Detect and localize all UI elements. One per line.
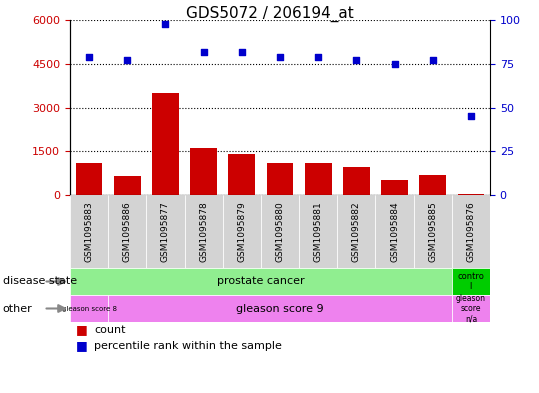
Point (199, 48, 208, 55)
Text: GSM1095881: GSM1095881 (314, 201, 323, 262)
Bar (458, 194, 484, 195)
FancyBboxPatch shape (70, 295, 108, 322)
Text: GSM1095882: GSM1095882 (352, 201, 361, 262)
Text: gleason score 9: gleason score 9 (236, 303, 324, 314)
Text: percentile rank within the sample: percentile rank within the sample (94, 341, 282, 351)
Text: GSM1095877: GSM1095877 (161, 201, 170, 262)
FancyBboxPatch shape (223, 195, 261, 268)
Point (429, 57, 437, 63)
Bar (152, 93, 179, 195)
Point (123, 57, 132, 63)
FancyBboxPatch shape (184, 195, 223, 268)
Bar (114, 176, 141, 195)
Text: GSM1095883: GSM1095883 (85, 201, 94, 262)
Text: GSM1095878: GSM1095878 (199, 201, 208, 262)
Bar (343, 167, 370, 195)
Text: gleason score 8: gleason score 8 (61, 305, 116, 312)
Text: gleason
score
n/a: gleason score n/a (456, 294, 486, 323)
FancyBboxPatch shape (452, 295, 490, 322)
FancyBboxPatch shape (413, 195, 452, 268)
Point (314, 53, 322, 60)
FancyBboxPatch shape (70, 195, 108, 268)
FancyBboxPatch shape (108, 195, 147, 268)
FancyBboxPatch shape (376, 195, 413, 268)
Text: GDS5072 / 206194_at: GDS5072 / 206194_at (185, 6, 354, 22)
FancyBboxPatch shape (70, 268, 452, 295)
Point (467, 113, 475, 119)
Text: GSM1095879: GSM1095879 (237, 201, 246, 262)
Point (390, 61, 399, 67)
Bar (267, 163, 293, 195)
Point (85, 53, 93, 60)
Point (238, 48, 246, 55)
FancyBboxPatch shape (452, 195, 490, 268)
FancyBboxPatch shape (108, 295, 452, 322)
Text: contro
l: contro l (458, 272, 485, 291)
Text: GSM1095886: GSM1095886 (123, 201, 132, 262)
Text: count: count (94, 325, 126, 335)
Bar (381, 180, 408, 195)
Point (275, 53, 284, 60)
Text: ■: ■ (75, 340, 87, 353)
Bar (190, 148, 217, 195)
FancyBboxPatch shape (299, 195, 337, 268)
Bar (75, 163, 102, 195)
Bar (305, 163, 331, 195)
Text: GSM1095885: GSM1095885 (428, 201, 437, 262)
Bar (229, 154, 255, 195)
FancyBboxPatch shape (147, 195, 184, 268)
Bar (419, 174, 446, 195)
Point (352, 57, 361, 63)
Text: prostate cancer: prostate cancer (217, 277, 305, 286)
Text: ■: ■ (75, 323, 87, 336)
Text: GSM1095876: GSM1095876 (466, 201, 475, 262)
FancyBboxPatch shape (337, 195, 376, 268)
Text: disease state: disease state (3, 277, 77, 286)
Text: other: other (3, 303, 32, 314)
Text: GSM1095880: GSM1095880 (275, 201, 285, 262)
Text: GSM1095884: GSM1095884 (390, 201, 399, 262)
FancyBboxPatch shape (261, 195, 299, 268)
Point (161, 20, 170, 27)
FancyBboxPatch shape (452, 268, 490, 295)
